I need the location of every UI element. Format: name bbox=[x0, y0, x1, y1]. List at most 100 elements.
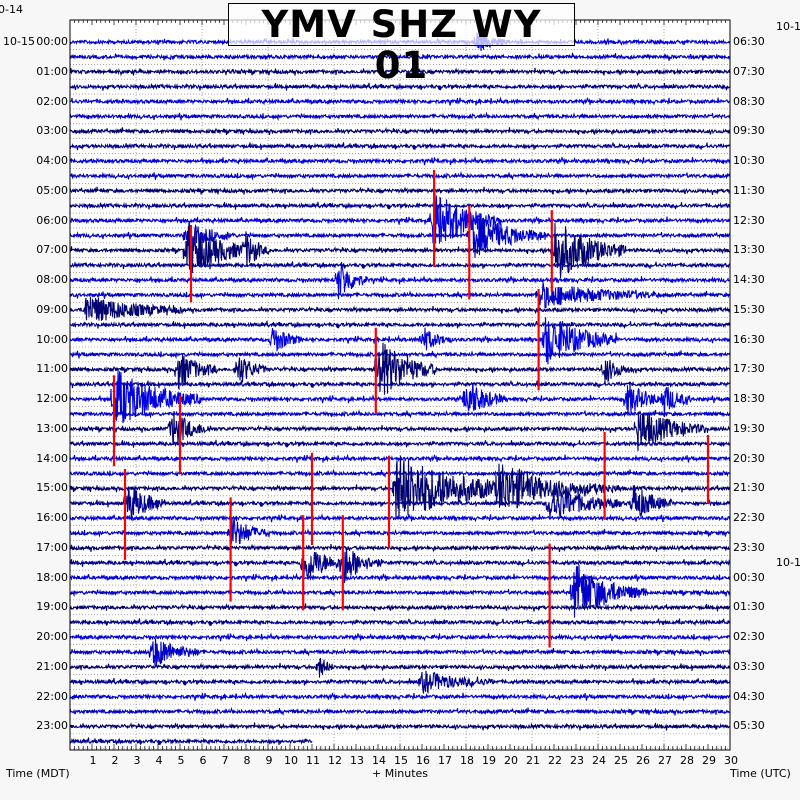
right-time-label: 20:30 bbox=[733, 451, 765, 465]
seismic-trace bbox=[69, 111, 731, 122]
right-time-label: 06:30 bbox=[733, 35, 765, 48]
seismic-trace bbox=[69, 96, 731, 106]
left-time-label: 14:00 bbox=[36, 451, 68, 465]
seismic-trace bbox=[69, 261, 731, 270]
left-time-label: 07:00 bbox=[36, 243, 68, 257]
right-time-label: 13:30 bbox=[733, 243, 765, 257]
left-time-label: 10:00 bbox=[36, 332, 68, 346]
seismic-trace bbox=[69, 320, 731, 329]
right-axis-label: Time (UTC) bbox=[730, 767, 791, 780]
left-time-label: 23:00 bbox=[36, 719, 68, 733]
right-time-label: 19:30 bbox=[733, 421, 765, 435]
x-tick-label: 3 bbox=[133, 754, 141, 767]
x-tick-label: 27 bbox=[658, 754, 672, 767]
left-time-label: 06:00 bbox=[36, 213, 68, 227]
seismic-trace bbox=[69, 513, 731, 523]
right-time-label: 17:30 bbox=[733, 362, 765, 376]
left-time-label: 08:00 bbox=[36, 273, 68, 287]
seismic-trace bbox=[69, 201, 731, 210]
left-time-label: 21:00 bbox=[36, 659, 68, 673]
x-tick-label: 8 bbox=[243, 754, 251, 767]
x-tick-label: 25 bbox=[614, 754, 628, 767]
x-tick-label: 14 bbox=[372, 754, 386, 767]
x-tick-label: 22 bbox=[548, 754, 562, 767]
x-tick-label: 29 bbox=[702, 754, 716, 767]
seismic-trace bbox=[69, 484, 731, 521]
seismic-trace bbox=[69, 82, 731, 91]
left-time-label: 22:00 bbox=[36, 689, 68, 703]
x-tick-label: 13 bbox=[350, 754, 364, 767]
seismic-trace bbox=[69, 142, 731, 151]
x-tick-label: 2 bbox=[111, 754, 119, 767]
seismic-trace bbox=[69, 211, 731, 258]
seismic-trace bbox=[69, 156, 731, 166]
right-time-label: 14:30 bbox=[733, 273, 765, 287]
x-tick-label: 18 bbox=[460, 754, 474, 767]
x-tick-label: 5 bbox=[177, 754, 185, 767]
left-time-label: 15:00 bbox=[36, 481, 68, 495]
x-tick-label: 30 bbox=[724, 754, 738, 767]
x-tick-label: 11 bbox=[306, 754, 320, 767]
left-time-label: 16:00 bbox=[36, 511, 68, 525]
seismic-trace bbox=[69, 603, 731, 612]
right-time-label: 12:30 bbox=[733, 213, 765, 227]
right-time-label: 11:30 bbox=[733, 183, 765, 197]
seismic-trace bbox=[69, 297, 731, 321]
seismic-trace bbox=[69, 638, 731, 667]
left-date-label: 0-14 bbox=[0, 3, 23, 16]
seismic-trace bbox=[69, 317, 731, 365]
x-tick-label: 21 bbox=[526, 754, 540, 767]
x-tick-label: 17 bbox=[438, 754, 452, 767]
seismic-trace bbox=[69, 632, 731, 642]
x-tick-label: 20 bbox=[504, 754, 518, 767]
x-tick-label: 10 bbox=[284, 754, 298, 767]
seismic-trace bbox=[69, 722, 731, 731]
seismic-trace bbox=[69, 261, 731, 300]
x-tick-label: 19 bbox=[482, 754, 496, 767]
right-time-label: 16:30 bbox=[733, 332, 765, 346]
seismic-trace bbox=[69, 282, 731, 309]
left-time-label: 03:00 bbox=[36, 124, 68, 138]
seismic-trace bbox=[69, 618, 731, 627]
seismic-trace bbox=[69, 192, 731, 248]
right-time-label: 09:30 bbox=[733, 124, 765, 138]
x-tick-label: 23 bbox=[570, 754, 584, 767]
left-time-label: 18:00 bbox=[36, 570, 68, 584]
seismic-trace bbox=[69, 691, 731, 702]
x-tick-label: 16 bbox=[416, 754, 430, 767]
left-time-label: 19:00 bbox=[36, 600, 68, 614]
right-time-label: 08:30 bbox=[733, 94, 765, 108]
left-time-label: 02:00 bbox=[36, 94, 68, 108]
seismic-trace bbox=[69, 547, 731, 584]
right-time-label: 02:30 bbox=[733, 630, 765, 644]
x-axis-label: + Minutes bbox=[372, 767, 429, 780]
seismic-trace bbox=[69, 564, 731, 618]
left-date-label: 10-15 bbox=[3, 35, 35, 48]
x-tick-label: 15 bbox=[394, 754, 408, 767]
left-time-label: 04:00 bbox=[36, 154, 68, 168]
x-tick-label: 26 bbox=[636, 754, 650, 767]
right-time-label: 21:30 bbox=[733, 481, 765, 495]
x-tick-label: 7 bbox=[221, 754, 229, 767]
x-tick-label: 1 bbox=[89, 754, 97, 767]
right-date-label: 10-1 bbox=[776, 556, 800, 569]
right-time-label: 00:30 bbox=[733, 570, 765, 584]
right-time-label: 07:30 bbox=[733, 64, 765, 78]
seismic-trace bbox=[69, 186, 731, 196]
x-tick-label: 6 bbox=[199, 754, 207, 767]
seismic-trace bbox=[69, 223, 731, 279]
x-tick-label: 4 bbox=[155, 754, 163, 767]
left-time-label: 01:00 bbox=[36, 64, 68, 78]
left-time-label: 13:00 bbox=[36, 421, 68, 435]
seismic-trace bbox=[69, 455, 731, 520]
right-time-label: 04:30 bbox=[733, 689, 765, 703]
seismic-trace bbox=[69, 67, 731, 77]
left-time-label: 05:00 bbox=[36, 183, 68, 197]
right-time-label: 05:30 bbox=[733, 719, 765, 733]
seismic-trace bbox=[69, 52, 731, 61]
left-time-label: 17:00 bbox=[36, 540, 68, 554]
x-tick-label: 28 bbox=[680, 754, 694, 767]
left-axis-label: Time (MDT) bbox=[6, 767, 70, 780]
seismic-trace bbox=[69, 706, 731, 716]
x-tick-label: 12 bbox=[328, 754, 342, 767]
